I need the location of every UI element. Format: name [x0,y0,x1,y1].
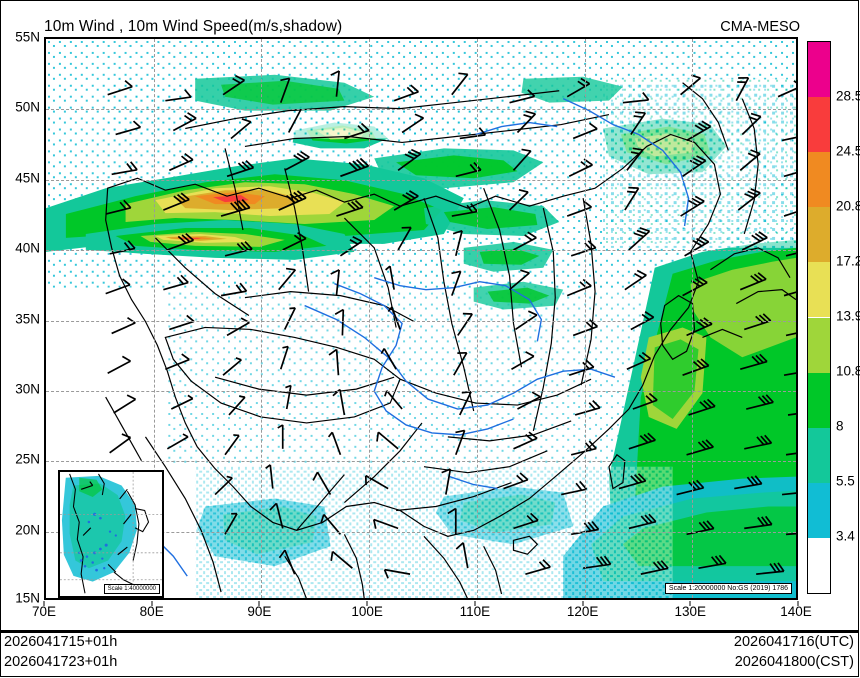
colorbar-tick-10.8: 10.8 [836,363,860,379]
gridline-120E [584,39,586,598]
ytick-25N: 25N [15,451,40,467]
xtick-120E: 120E [566,604,599,619]
shade-green-nc4 [487,287,550,304]
colorbar-tick-5.5: 5.5 [836,473,855,489]
ytick-35N: 35N [15,311,40,326]
shade-green-top [221,80,345,105]
longitude-axis: 70E 80E 90E 100E 110E 120E 130E 140E [32,601,812,624]
gridline-20N [46,531,796,533]
colorbar-tick-13.9: 13.9 [836,308,860,324]
gridline-35N [46,320,796,322]
inset-scale-caption: Scale 1:40000000 [103,583,160,594]
colorbar-tick-24.5: 24.5 [836,143,860,159]
ytick-20N: 20N [15,522,40,538]
south-china-sea-inset-map[interactable]: Scale 1:40000000 [58,470,164,598]
wind-speed-shaded-map [46,39,796,598]
shade-green-japan [652,339,699,419]
init-time-1: 2026041715+01h [4,634,118,650]
colorband-3.4-5.5 [808,482,830,538]
colorbar-tick-28.5: 28.5 [836,88,860,104]
ytick-45N: 45N [15,170,40,186]
map-scale-caption: Scale 1:20000000 No:GS (2019) 1786 [664,582,792,594]
ytick-30N: 30N [15,381,40,397]
init-time-2: 2026041723+01h [4,654,118,670]
colorband-8-10.8 [808,372,830,428]
xtick-140E: 140E [780,604,812,619]
xtick-70E: 70E [31,604,57,619]
ytick-15N: 15N [15,590,40,606]
colorband-20.8-24.5 [808,152,830,208]
inset-scatter-dots [78,512,117,572]
gridline-90E [261,39,263,598]
shade-teal-top2 [521,76,623,103]
colorband-17.2-20.8 [808,207,830,263]
colorbar[interactable] [807,41,831,594]
colorbar-tick-17.2: 17.2 [836,253,860,269]
gridline-40N [46,250,796,252]
valid-time-utc: 2026041716(UTC) [733,634,854,650]
footer-divider [0,630,859,633]
xtick-130E: 130E [674,604,707,619]
shade-green-nc [396,155,518,179]
colorband-24.5-28.5 [808,97,830,153]
shade-ygreen-ocean [690,257,796,358]
gridline-25N [46,461,796,463]
latitude-axis: 55N 50N 45N 40N 35N 30N 25N 20N 15N [0,30,40,606]
map-plot-area[interactable]: Scale 1:40000000 Scale 1:20000000 No:GS … [44,37,798,600]
gridline-80E [153,39,155,598]
inset-map-canvas [60,472,162,596]
colorband-28.5-plus [808,42,830,98]
shade-green-nc3 [479,248,540,265]
colorbar-tick-8: 8 [836,418,844,434]
xtick-90E: 90E [247,604,272,619]
colorband-10.8-13.9 [808,317,830,373]
shade-red-nw [213,195,249,203]
xtick-80E: 80E [139,604,164,619]
colorbar-tick-20.8: 20.8 [836,198,860,214]
gridline-100E [369,39,371,598]
colorband-13.9-17.2 [808,262,830,318]
colorband-below-3.4 [808,537,830,593]
shade-red-nw2 [177,237,202,239]
gridline-45N [46,179,796,181]
colorband-5.5-8 [808,427,830,483]
ytick-50N: 50N [15,99,40,115]
gridline-30N [46,390,796,392]
model-label: CMA-MESO [720,19,800,35]
coastline-layer [105,82,796,598]
ytick-40N: 40N [15,240,40,256]
gridline-110E [476,39,478,598]
gridline-130E [692,39,694,598]
xtick-100E: 100E [351,604,383,619]
valid-time-cst: 2026041800(CST) [734,654,854,670]
gridline-50N [46,109,796,111]
page-title: 10m Wind , 10m Wind Speed(m/s,shadow) [44,18,343,35]
xtick-110E: 110E [459,604,491,619]
colorbar-tick-3.4: 3.4 [836,528,855,544]
ytick-55N: 55N [15,29,40,45]
